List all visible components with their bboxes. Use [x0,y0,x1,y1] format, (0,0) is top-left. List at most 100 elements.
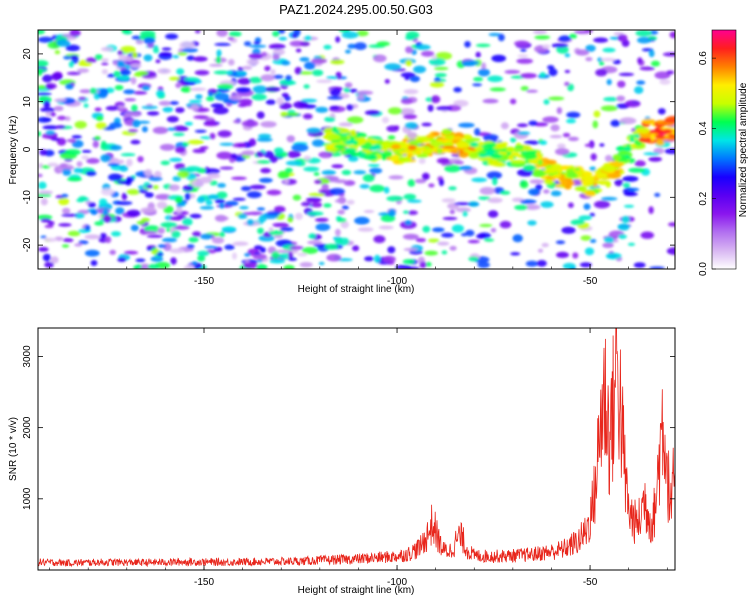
heatmap-ridge-cell [600,164,615,172]
heatmap-cell [38,181,47,190]
heatmap-ridge-cell [610,160,624,168]
heatmap-ridge-cell [638,136,652,143]
heatmap-cell [415,238,427,243]
heatmap-cell [241,150,255,156]
heatmap-cell [229,94,243,101]
heatmap-ridge-cell [543,179,554,185]
heatmap-cell [265,86,281,92]
heatmap-cell [184,192,191,201]
heatmap-cell [61,207,71,215]
heatmap-cell [240,186,252,192]
heatmap-cell [256,137,273,142]
heatmap-cell [418,158,426,165]
heatmap-cell [169,157,183,162]
heatmap-cell [510,137,517,143]
heatmap-cell [532,30,548,35]
heatmap-cell [179,41,195,49]
heatmap-cell [599,143,605,147]
y-tick-label: 2000 [22,416,33,439]
heatmap-cell [123,112,141,116]
heatmap-cell [213,70,230,75]
heatmap-cell [115,207,125,215]
heatmap-cell [487,75,503,83]
heatmap-cell [219,166,234,170]
heatmap-cell [189,213,202,219]
heatmap-cell [207,173,221,179]
heatmap-cell [414,178,427,184]
heatmap-cell [113,70,121,78]
heatmap-cell [248,53,263,60]
heatmap-cell [364,110,381,116]
heatmap-cell [589,239,597,243]
heatmap-cell [430,95,441,104]
heatmap-cell [232,197,246,201]
heatmap-cell [78,196,88,202]
heatmap-cell [643,152,660,156]
heatmap-cell [622,175,639,182]
heatmap-cell [278,36,288,41]
heatmap-cell [156,89,165,98]
heatmap-ridge-cell [505,146,516,153]
heatmap-ridge-cell [523,164,537,171]
heatmap-cell [648,36,658,40]
heatmap-cell [130,77,137,85]
heatmap-cell [251,93,267,101]
heatmap-cell [337,218,347,223]
heatmap-cell [268,227,274,232]
heatmap-cell [269,155,278,163]
heatmap-ridge-cell [406,150,413,155]
heatmap-cell [623,204,635,208]
heatmap-cell [146,234,163,238]
heatmap-cell [453,160,464,165]
heatmap-cell [605,252,622,260]
heatmap-ridge-cell [331,126,338,133]
heatmap-cell [520,49,527,52]
heatmap-cell [246,219,255,226]
heatmap-cell [174,163,186,170]
heatmap-ridge-cell [341,150,353,155]
heatmap-cell [171,230,181,238]
heatmap-cell [277,30,286,34]
heatmap-cell [404,220,412,226]
heatmap-cell [355,30,369,37]
y-tick-label: 20 [22,48,33,60]
heatmap-cell [256,111,265,119]
heatmap-cell [105,105,119,111]
heatmap-cell [369,167,383,174]
heatmap-cell [236,70,247,75]
heatmap-cell [484,238,495,242]
heatmap-ridge-cell [635,127,651,134]
heatmap-ridge-cell [490,161,504,167]
heatmap-cell [285,160,302,166]
heatmap-cell [517,54,529,58]
heatmap-cell [543,189,550,194]
heatmap-cell [45,130,55,135]
heatmap-cell [334,238,343,245]
heatmap-cell [344,82,353,88]
heatmap-cell [347,43,357,49]
heatmap-cell [593,110,601,118]
heatmap-cell [618,234,627,240]
heatmap-cell [528,188,540,196]
heatmap-cell [489,87,506,92]
heatmap-cell [176,205,183,214]
heatmap-cell [183,77,200,82]
heatmap-cell [266,211,281,216]
heatmap-cell [246,58,260,66]
heatmap-cell [335,36,341,43]
heatmap-cell [130,63,142,69]
heatmap-cell [490,228,497,233]
heatmap-cell [170,257,177,265]
heatmap-cell [301,247,319,254]
heatmap-cell [181,47,198,53]
heatmap-ridge-cell [483,142,497,148]
heatmap-cell [268,43,286,50]
heatmap-ridge-cell [544,159,557,165]
heatmap-cell [500,190,511,195]
heatmap-cell [382,116,389,124]
heatmap-cell [256,160,271,164]
heatmap-cell [141,217,151,223]
heatmap-cell [564,53,571,58]
heatmap-cell [237,77,251,85]
heatmap-cell [354,216,370,225]
